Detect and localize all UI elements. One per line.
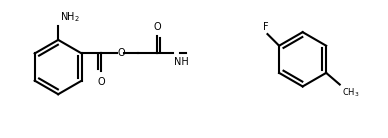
Text: O: O [97, 77, 105, 87]
Text: F: F [263, 22, 268, 32]
Text: CH$_3$: CH$_3$ [342, 87, 359, 99]
Text: O: O [154, 22, 161, 32]
Text: NH: NH [174, 57, 189, 67]
Text: O: O [118, 48, 125, 59]
Text: NH$_2$: NH$_2$ [60, 11, 80, 24]
